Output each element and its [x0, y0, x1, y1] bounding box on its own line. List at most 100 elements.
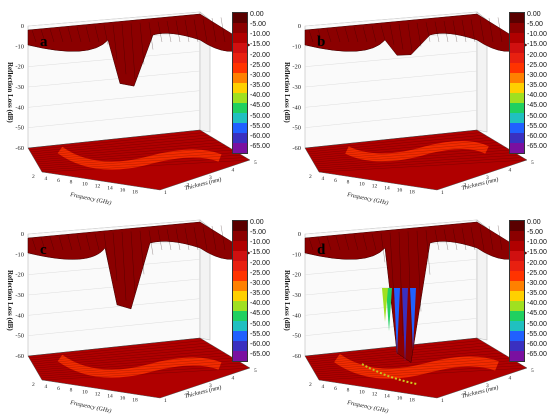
mesh-line [184, 227, 190, 251]
freq-tick-label: 10 [82, 390, 88, 396]
colorbar-tick-label: -40.00 [527, 300, 547, 308]
freq-tick-label: 4 [322, 384, 325, 390]
z-tick-label: -30 [15, 292, 24, 299]
freq-tick-label: 16 [120, 187, 126, 193]
freq-tick-label: 18 [409, 397, 415, 403]
floor-grid [304, 337, 478, 357]
mesh-line [139, 230, 145, 275]
colorbar-segment [510, 43, 524, 53]
z-tick-label: 0 [21, 231, 24, 238]
mesh-line [425, 230, 431, 275]
thickness-tick-label: 2 [187, 391, 190, 397]
floor-grid [33, 350, 221, 367]
colorbar-segment [233, 271, 247, 281]
freq-tick-label: 8 [70, 388, 73, 394]
gridline [27, 219, 201, 235]
floor-grid [29, 132, 205, 151]
colorbar-tick-label: -25.00 [527, 269, 547, 277]
colorbar-segment [510, 261, 524, 271]
colorbar-tick-label: -30.00 [527, 71, 547, 79]
z-tick-label: -50 [15, 125, 24, 132]
colorbar-tick-label: -50.00 [527, 320, 547, 328]
colorbar-segment [233, 103, 247, 113]
floor-grid [40, 157, 246, 171]
colorbar-tick-label: -55.00 [527, 330, 547, 338]
mesh-line [407, 23, 413, 52]
thickness-tick-label: 3 [486, 383, 489, 389]
colorbar-tick-label: -10.00 [250, 31, 270, 39]
colorbar-segment [510, 321, 524, 331]
mesh-line [139, 22, 145, 65]
colorbar-tick-label: -35.00 [250, 82, 270, 90]
gridline [27, 70, 201, 88]
colorbar-segment [233, 133, 247, 143]
surface-sheet [304, 221, 528, 363]
mesh-line [184, 19, 190, 43]
colorbar-segment [510, 311, 524, 321]
freq-tick-label: 8 [70, 180, 73, 186]
floor-grid [315, 152, 515, 167]
colorbar-segment [233, 123, 247, 133]
floor-grid [34, 144, 226, 161]
thickness-tick-label: 3 [209, 175, 212, 181]
colorbar-tick-label: -65.00 [250, 143, 270, 150]
surface-sheet [304, 13, 528, 56]
freq-tick-label: 2 [32, 382, 35, 388]
mesh-line [389, 232, 395, 300]
colorbar-tick-label: -35.00 [250, 290, 270, 298]
panel-letter: a [40, 34, 48, 50]
colorbar-tick-label: -25.00 [527, 61, 547, 69]
z-axis-label: Reflection Loss (dB) [6, 270, 14, 331]
mesh-line [67, 27, 73, 43]
floor-grid [306, 132, 482, 151]
mesh-line [85, 26, 91, 43]
colorbar-segment [510, 251, 524, 261]
gridline [304, 298, 478, 316]
colorbar-segment [510, 331, 524, 341]
mesh-line [58, 236, 64, 251]
floor-grid [318, 159, 528, 173]
freq-tick-label: 14 [107, 185, 113, 191]
z-tick-label: -60 [292, 145, 301, 152]
colorbar [509, 220, 525, 362]
colorbar-segment [510, 83, 524, 93]
x-axis-label: Frequency (GHz) [346, 191, 389, 207]
floor-grid [307, 342, 486, 361]
colorbar-tick-label: -5.00 [527, 229, 543, 237]
colorbar-tick-label: -20.00 [250, 259, 270, 267]
floor-grid [315, 360, 515, 375]
colorbar-segment [233, 351, 247, 361]
mesh-line [353, 234, 359, 251]
colorbar-segment [233, 231, 247, 241]
colorbar-tick-label: -60.00 [250, 340, 270, 348]
freq-tick-label: 12 [95, 184, 101, 190]
gridline [304, 51, 478, 67]
colorbar-segment [510, 221, 524, 231]
freq-tick-label: 14 [107, 393, 113, 399]
gridline [304, 110, 478, 128]
colorbar-segment [510, 73, 524, 83]
freq-tick-label: 12 [95, 392, 101, 398]
colorbar-tick-label: -65.00 [250, 351, 270, 358]
gridline [27, 298, 201, 316]
mesh-line [407, 231, 413, 349]
colorbar-tick-label: -30.00 [250, 71, 270, 79]
colorbar-tick-label: -5.00 [250, 21, 266, 29]
floor-grid [32, 139, 217, 157]
z-tick-label: -50 [292, 125, 301, 132]
z-tick-label: -10 [15, 43, 24, 50]
mesh-line [31, 29, 37, 43]
mesh-line [380, 25, 386, 41]
rl-spike [382, 288, 388, 322]
floor-grid [33, 142, 221, 159]
mesh-line [335, 28, 341, 43]
mesh-line [94, 25, 100, 43]
mesh-line [94, 233, 100, 251]
mesh-line [31, 237, 37, 251]
mesh-line [157, 21, 163, 43]
mesh-line [76, 234, 82, 251]
floor-grid [38, 152, 238, 167]
mesh-line [425, 22, 431, 42]
surface-sheet [27, 13, 251, 87]
colorbar-segment [233, 93, 247, 103]
